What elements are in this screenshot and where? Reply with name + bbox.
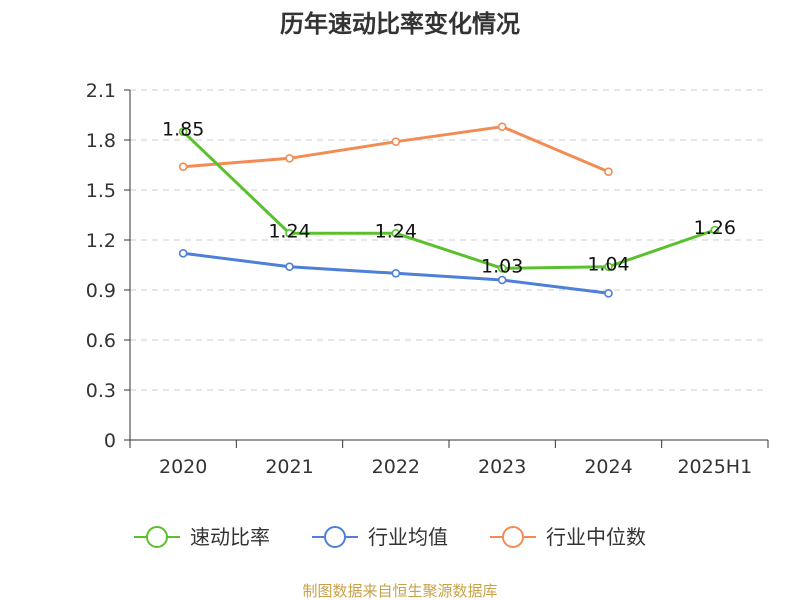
- data-label: 1.85: [162, 119, 204, 141]
- data-point: [497, 275, 507, 285]
- data-point: [285, 154, 294, 163]
- data-point: [497, 264, 507, 273]
- source-note: 制图数据来自恒生聚源数据库: [302, 582, 497, 600]
- data-point: [178, 162, 188, 171]
- y-tick-label: 0.6: [86, 330, 116, 352]
- y-tick-label: 0.3: [86, 380, 116, 402]
- data-point: [604, 262, 613, 271]
- data-point: [391, 229, 401, 238]
- series-line: [183, 125, 610, 174]
- x-tick-label: 2025H1: [677, 456, 752, 478]
- y-tick-label: 1.8: [86, 130, 116, 152]
- x-tick-label: 2021: [265, 456, 313, 478]
- legend-marker: [324, 526, 346, 548]
- x-tick-label: 2023: [478, 456, 526, 478]
- legend-label: 行业中位数: [546, 525, 646, 549]
- data-point: [178, 249, 188, 258]
- data-point: [391, 137, 401, 146]
- legend-marker: [146, 526, 168, 548]
- x-tick-label: 2024: [584, 456, 632, 478]
- data-point: [604, 167, 613, 176]
- data-label: 1.24: [268, 220, 310, 242]
- y-tick-label: 2.1: [86, 80, 116, 102]
- y-tick-label: 0.9: [86, 280, 116, 302]
- legend-marker: [502, 526, 524, 548]
- legend-label: 速动比率: [190, 525, 270, 549]
- x-tick-label: 2020: [159, 456, 207, 478]
- axes: 0 0.3 0.6 0.9 1.2 1.5 1.8 2.1 2020 2021 2022 2023 20…: [86, 80, 769, 478]
- series-lines: [178, 122, 720, 298]
- data-point: [178, 127, 188, 136]
- y-tick-label: 1.5: [86, 180, 116, 202]
- data-point: [285, 229, 294, 238]
- data-point: [604, 289, 613, 298]
- data-point: [285, 262, 294, 271]
- grid: [130, 89, 768, 391]
- data-point: [710, 225, 720, 235]
- legend: 速动比率 行业均值 行业中位数: [134, 525, 646, 549]
- data-label: 1.26: [694, 217, 736, 239]
- chart-title: 历年速动比率变化情况: [280, 10, 520, 38]
- data-label: 1.03: [481, 255, 523, 277]
- x-tick-label: 2022: [372, 456, 420, 478]
- data-label: 1.24: [375, 220, 417, 242]
- y-tick-label: 1.2: [86, 230, 116, 252]
- data-point: [497, 122, 507, 131]
- data-labels: 1.85 1.24 1.24 1.03 1.04 1.26: [162, 119, 736, 278]
- series-line: [182, 130, 716, 270]
- y-tick-label: 0: [104, 430, 116, 452]
- legend-label: 行业均值: [368, 525, 448, 549]
- data-label: 1.04: [587, 254, 629, 276]
- data-point: [391, 269, 401, 278]
